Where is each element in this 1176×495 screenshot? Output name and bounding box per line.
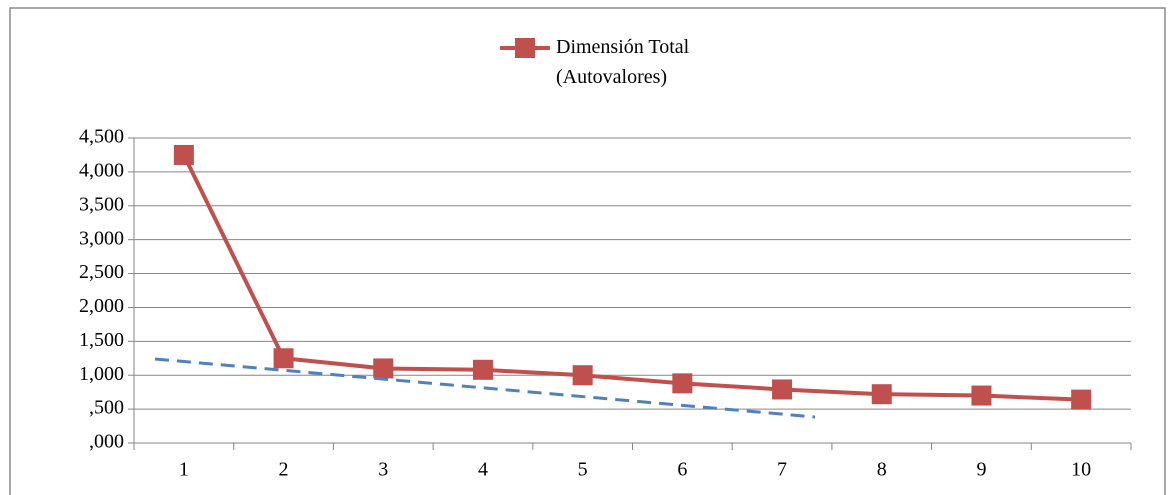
data-point — [971, 385, 992, 406]
trend-line — [154, 357, 816, 419]
data-point — [871, 384, 892, 405]
x-tick-label: 6 — [677, 459, 687, 481]
x-tick-label: 7 — [777, 459, 787, 481]
y-tick-label: 3,000 — [79, 227, 124, 249]
x-tick-label: 1 — [179, 459, 189, 481]
data-point — [1071, 389, 1092, 410]
x-tick-label: 5 — [578, 459, 588, 481]
x-tick-label: 9 — [976, 459, 986, 481]
plot-area: ,000 ,500 1,000 1,500 2,000 2,500 3,000 3,500 4,… — [79, 126, 1132, 481]
y-tick-label: 4,000 — [79, 159, 124, 181]
data-point — [672, 373, 693, 394]
data-point — [472, 359, 493, 380]
series-line — [182, 154, 1082, 402]
y-tick-label: 2,500 — [79, 261, 124, 283]
data-point — [373, 358, 394, 379]
legend-label-box: Dimensión Total (Autovalores) — [556, 36, 690, 88]
x-tick-label: 2 — [279, 459, 289, 481]
data-point — [273, 348, 294, 369]
x-tick-label: 8 — [877, 459, 887, 481]
y-tick-label: 3,500 — [79, 193, 124, 215]
x-tick-label: 3 — [378, 459, 388, 481]
legend-label: Dimensión Total (Autovalores) — [556, 36, 690, 88]
y-tick-label: 4,500 — [79, 126, 124, 148]
y-tick-label: 2,000 — [79, 295, 124, 317]
y-tick-label: ,500 — [89, 397, 124, 419]
data-point — [572, 365, 593, 386]
data-point — [772, 379, 793, 400]
data-point — [173, 144, 194, 165]
y-tick-label: ,000 — [89, 431, 124, 453]
x-tick-label: 10 — [1071, 459, 1091, 481]
x-tick-label: 4 — [478, 459, 488, 481]
y-tick-label: 1,500 — [79, 329, 124, 351]
chart-frame — [9, 7, 1166, 495]
y-tick-label: 1,000 — [79, 363, 124, 385]
legend-marker — [515, 38, 535, 58]
